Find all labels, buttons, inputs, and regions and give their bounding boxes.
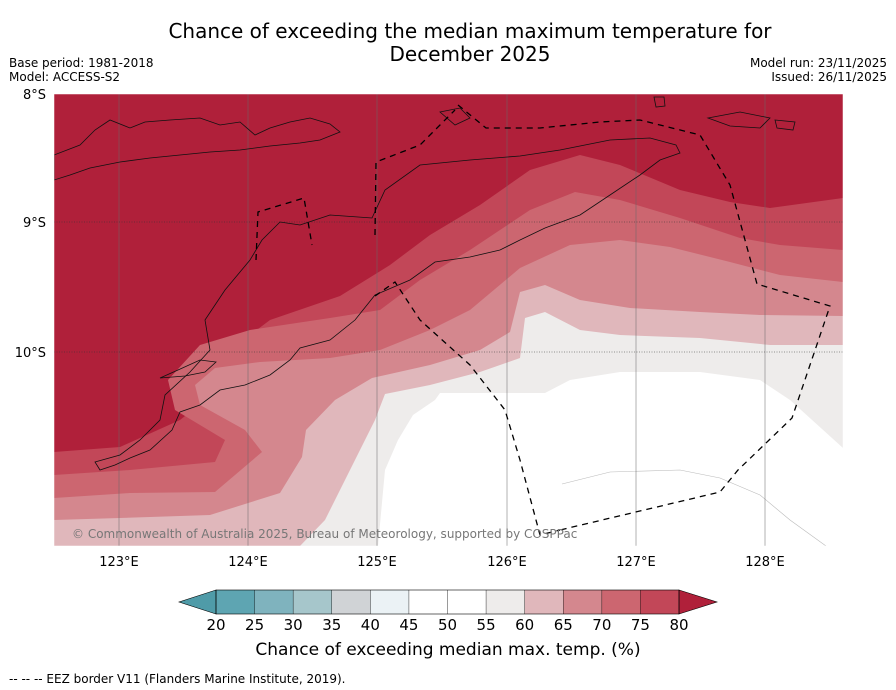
colorbar-tick-label: 60 (515, 616, 534, 634)
rote-coast (159, 359, 217, 379)
lon-label-126e: 126°E (487, 555, 527, 570)
colorbar-tick-label: 80 (669, 616, 688, 634)
colorbar-cell (254, 590, 294, 614)
map-title: Chance of exceeding the median maximum t… (130, 20, 810, 66)
islet-1 (653, 96, 666, 108)
contour-inner-line (561, 469, 827, 546)
colorbar-cells (216, 590, 680, 614)
colorbar-cell (216, 590, 255, 614)
issued-date: Issued: 26/11/2025 (771, 70, 887, 84)
colorbar-tick-label: 30 (284, 616, 303, 634)
colorbar-tick-label: 55 (477, 616, 496, 634)
meta-left: Base period: 1981-2018 Model: ACCESS-S2 (9, 56, 154, 84)
colorbar-high-arrow (678, 589, 718, 615)
contour-45-55 (378, 372, 843, 546)
wetar-coast (706, 111, 771, 129)
eez-borders (255, 104, 831, 536)
lat-label-9s: 9°S (23, 216, 46, 231)
colorbar: 20 25 30 35 40 45 50 55 60 65 70 75 80 (178, 589, 718, 634)
colorbar-tick-label: 65 (554, 616, 573, 634)
model-name: Model: ACCESS-S2 (9, 70, 121, 84)
colorbar-cell (293, 590, 333, 614)
copyright-notice: © Commonwealth of Australia 2025, Bureau… (72, 527, 577, 541)
model-run: Model run: 23/11/2025 (749, 56, 887, 70)
lat-label-8s: 8°S (23, 88, 46, 103)
colorbar-cell (370, 590, 410, 614)
lon-label-125e: 125°E (357, 555, 397, 570)
colorbar-tick-label: 25 (245, 616, 264, 634)
base-period: Base period: 1981-2018 (9, 56, 154, 70)
eez-footnote: -- -- -- EEZ border V11 (Flanders Marine… (9, 672, 346, 686)
colorbar-tick-label: 75 (631, 616, 650, 634)
lon-label-124e: 124°E (228, 555, 268, 570)
colorbar-cell (524, 590, 564, 614)
lat-label-10s: 10°S (15, 346, 46, 361)
colorbar-cell (331, 590, 371, 614)
colorbar-tick-label: 45 (399, 616, 418, 634)
colorbar-tick-label: 35 (322, 616, 341, 634)
islet-2 (774, 119, 796, 131)
eez-border-east (457, 104, 831, 531)
colorbar-tick-label: 70 (592, 616, 611, 634)
timor-coast (94, 137, 681, 471)
colorbar-tick-label: 40 (361, 616, 380, 634)
colorbar-cell (486, 590, 526, 614)
colorbar-ticks: 20 25 30 35 40 45 50 55 60 65 70 75 80 (206, 616, 688, 634)
coastlines (54, 96, 796, 471)
flores-coast (54, 117, 341, 181)
latitude-labels: 8°S 9°S 10°S (15, 88, 46, 361)
colorbar-label: Chance of exceeding median max. temp. (%… (255, 640, 641, 660)
colorbar-cell (408, 590, 448, 614)
eez-border-timor (374, 281, 561, 536)
colorbar-tick-label: 20 (206, 616, 225, 634)
colorbar-low-arrow (178, 589, 217, 615)
longitude-labels: 123°E 124°E 125°E 126°E 127°E 128°E (99, 555, 785, 570)
title-line-1: Chance of exceeding the median maximum t… (168, 19, 772, 43)
lon-label-123e: 123°E (99, 555, 139, 570)
alor-coast (439, 107, 471, 126)
colorbar-tick-label: 50 (438, 616, 457, 634)
colorbar-cell (640, 590, 680, 614)
eez-border-west (374, 109, 456, 236)
probability-contours (54, 94, 843, 546)
lon-label-128e: 128°E (745, 555, 785, 570)
map-frame (53, 93, 844, 547)
colorbar-cell (601, 590, 641, 614)
gridlines (54, 94, 843, 546)
colorbar-outline (215, 589, 680, 615)
title-line-2: December 2025 (389, 42, 551, 66)
lon-label-127e: 127°E (616, 555, 656, 570)
colorbar-cell (447, 590, 487, 614)
colorbar-cell (563, 590, 603, 614)
meta-right: Model run: 23/11/2025 Issued: 26/11/2025 (750, 56, 887, 84)
eez-oecusse (255, 197, 313, 261)
